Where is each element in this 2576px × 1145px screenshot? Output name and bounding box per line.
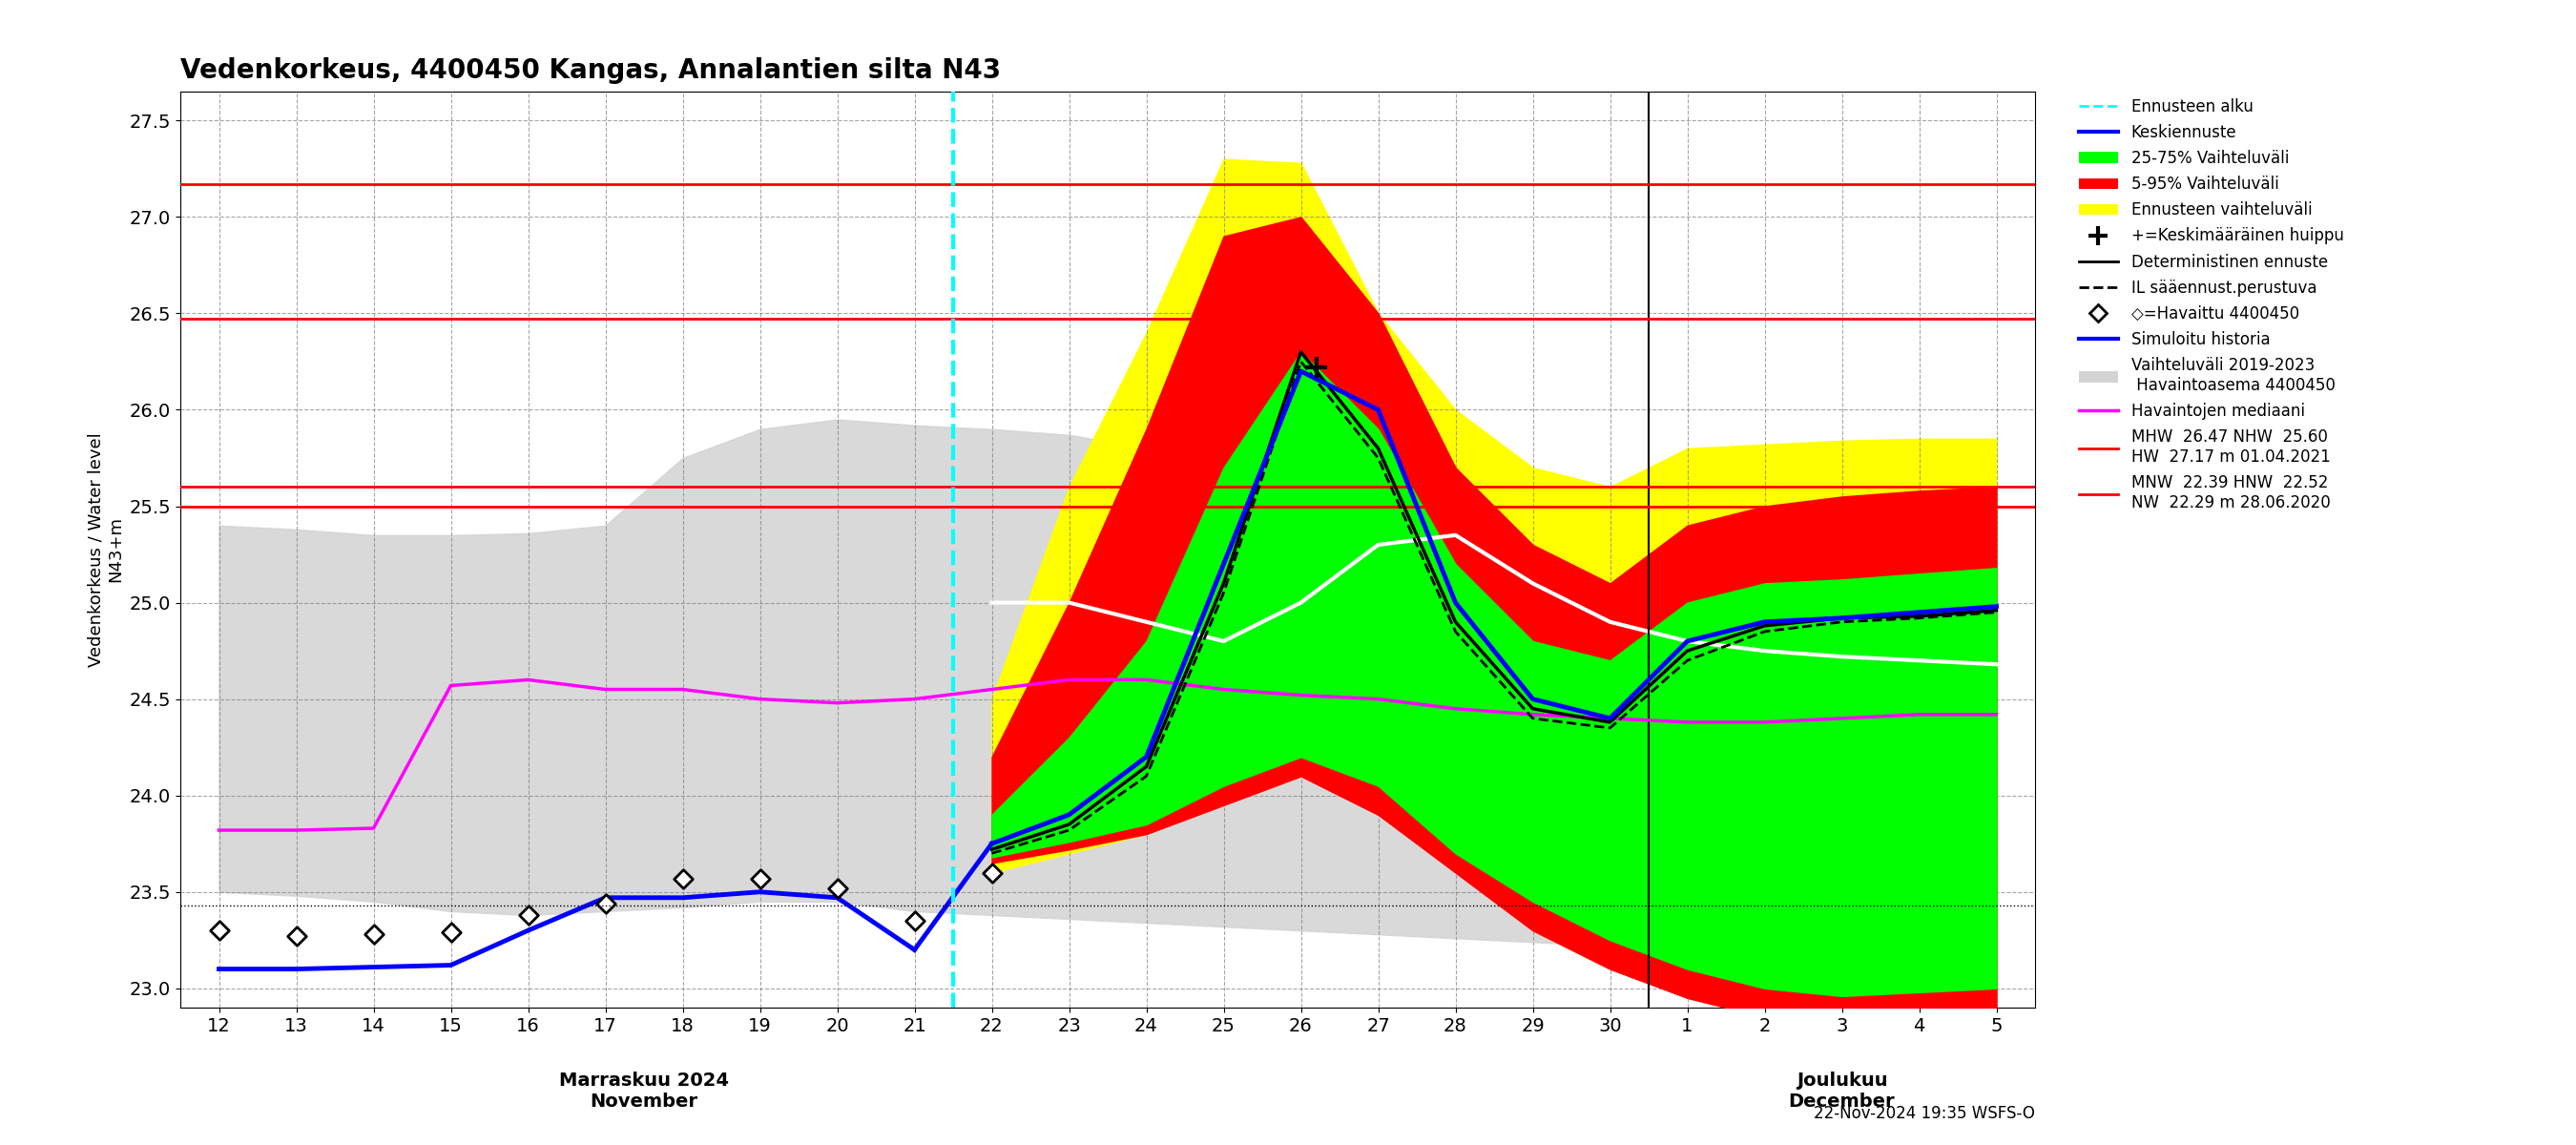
Point <box>894 911 935 930</box>
Y-axis label: Vedenkorkeus / Water level
N43+m: Vedenkorkeus / Water level N43+m <box>88 433 124 666</box>
Point <box>430 923 471 941</box>
Point <box>739 869 781 887</box>
Point <box>585 894 626 913</box>
Point <box>971 863 1012 882</box>
Text: Marraskuu 2024
November: Marraskuu 2024 November <box>559 1072 729 1111</box>
Text: Vedenkorkeus, 4400450 Kangas, Annalantien silta N43: Vedenkorkeus, 4400450 Kangas, Annalantie… <box>180 57 1002 84</box>
Point <box>198 922 240 940</box>
Text: Joulukuu
December: Joulukuu December <box>1788 1072 1896 1111</box>
Point <box>507 906 549 924</box>
Point <box>353 925 394 943</box>
Text: 22-Nov-2024 19:35 WSFS-O: 22-Nov-2024 19:35 WSFS-O <box>1814 1105 2035 1122</box>
Legend: Ennusteen alku, Keskiennuste, 25-75% Vaihteluväli, 5-95% Vaihteluväli, Ennusteen: Ennusteen alku, Keskiennuste, 25-75% Vai… <box>2071 92 2349 518</box>
Point <box>817 879 858 898</box>
Point <box>662 869 703 887</box>
Point <box>276 927 317 946</box>
